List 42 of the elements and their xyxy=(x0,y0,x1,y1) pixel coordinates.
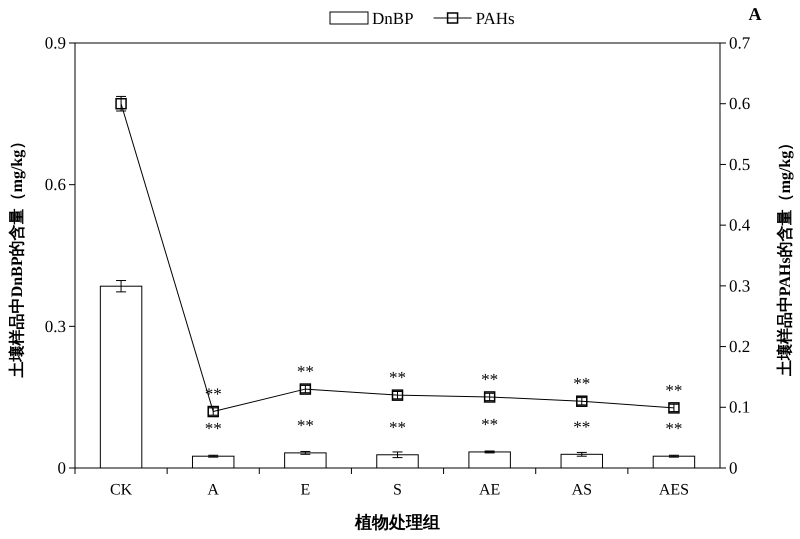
annotation: ** xyxy=(389,368,406,388)
legend-label: DnBP xyxy=(372,9,414,28)
y2-tick-label: 0.5 xyxy=(729,154,750,174)
x-tick-label: AES xyxy=(658,482,690,499)
x-tick-label: CK xyxy=(110,482,133,499)
annotation: ** xyxy=(296,362,314,382)
x-tick-label: A xyxy=(207,482,220,499)
y2-axis-title: 土壤样品中PAHs的含量（mg/kg） xyxy=(776,134,794,378)
legend-label: PAHs xyxy=(476,9,515,28)
x-tick-label: AS xyxy=(572,482,592,499)
y2-tick-label: 0.1 xyxy=(729,398,750,417)
y2-tick-label: 0.4 xyxy=(729,216,751,235)
y2-tick-label: 0.6 xyxy=(729,94,750,114)
y-tick-label: 0 xyxy=(58,458,66,478)
annotation: ** xyxy=(204,419,222,438)
annotation: ** xyxy=(665,380,682,400)
y-tick-label: 0.3 xyxy=(44,316,66,336)
y-axis-title: 土壤样品中DnBP的含量（mg/kg） xyxy=(8,134,26,378)
x-tick-label: AE xyxy=(478,482,500,499)
annotation: ** xyxy=(481,414,498,434)
text: A xyxy=(748,4,762,24)
bar xyxy=(652,456,696,468)
bar xyxy=(284,452,327,468)
y2-tick-label: 0 xyxy=(729,458,738,478)
annotation: ** xyxy=(481,370,498,389)
x-axis-title: 植物处理组 xyxy=(354,513,440,532)
bar xyxy=(560,454,604,468)
x-tick-label: S xyxy=(393,482,402,499)
y2-tick-label: 0.7 xyxy=(729,33,751,52)
annotation: ** xyxy=(573,374,590,394)
annotation: ** xyxy=(665,419,682,438)
annotation: ** xyxy=(573,417,590,436)
y2-tick-label: 0.2 xyxy=(729,337,750,356)
bar xyxy=(468,451,511,468)
bar xyxy=(376,454,419,468)
annotation: ** xyxy=(296,416,314,435)
x-tick-label: E xyxy=(300,482,310,499)
bar xyxy=(192,456,234,468)
y2-tick-label: 0.3 xyxy=(729,276,750,296)
y-tick-label: 0.9 xyxy=(44,33,66,52)
y-tick-label: 0.6 xyxy=(44,175,66,194)
annotation: ** xyxy=(389,418,406,437)
